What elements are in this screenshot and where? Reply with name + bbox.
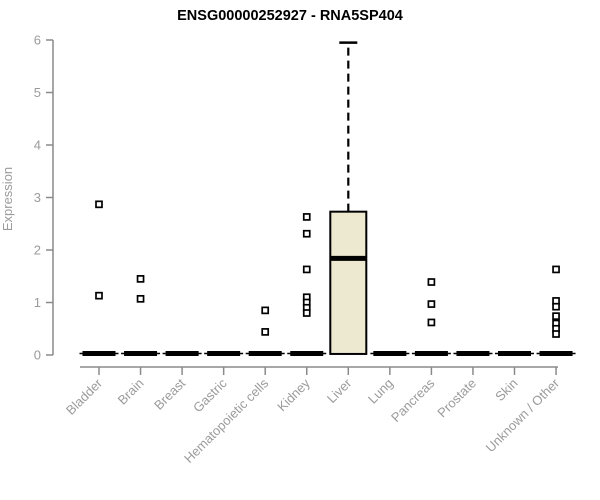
- y-tick-label: 6: [34, 33, 41, 48]
- outlier-point: [302, 265, 311, 274]
- x-tick-label: Gastric: [190, 375, 230, 415]
- x-tick-label: Pancreas: [388, 375, 438, 425]
- outlier-point: [427, 318, 436, 327]
- outlier-point: [302, 213, 311, 221]
- collapsed-box: [373, 351, 407, 356]
- y-axis-title: Expression: [0, 167, 15, 231]
- x-tick-label: Skin: [492, 376, 520, 404]
- collapsed-box: [165, 351, 199, 356]
- chart-title: ENSG00000252927 - RNA5SP404: [177, 8, 403, 24]
- x-tick-label: Brain: [115, 376, 147, 408]
- outlier-point: [552, 312, 560, 320]
- collapsed-box: [456, 351, 490, 356]
- outlier-point: [136, 275, 145, 283]
- outlier-point: [261, 328, 270, 336]
- y-tick-label: 5: [34, 85, 41, 100]
- x-tick-label: Prostate: [434, 376, 479, 421]
- collapsed-box: [248, 351, 282, 356]
- y-tick-label: 3: [34, 190, 41, 205]
- outlier-point: [261, 306, 270, 315]
- collapsed-box: [290, 351, 324, 356]
- outlier-point: [302, 309, 311, 317]
- outlier-point: [302, 229, 311, 238]
- outlier-point: [552, 265, 560, 274]
- collapsed-box: [124, 351, 158, 356]
- x-tick-label: Bladder: [63, 375, 106, 418]
- collapsed-box: [498, 351, 531, 356]
- outlier-point: [552, 330, 560, 338]
- x-tick-label: Lung: [365, 376, 396, 407]
- x-tick-label: Breast: [151, 375, 188, 412]
- x-tick-label: Unknown / Other: [483, 375, 563, 455]
- collapsed-box: [82, 351, 116, 356]
- x-tick-label: Kidney: [274, 375, 313, 414]
- x-tick-label: Liver: [324, 375, 355, 406]
- outlier-point: [427, 300, 436, 308]
- outlier-point: [552, 302, 560, 311]
- outlier-point: [427, 278, 436, 286]
- outlier-point: [136, 294, 145, 303]
- y-tick-label: 4: [34, 138, 41, 153]
- y-tick-label: 1: [34, 295, 41, 310]
- y-tick-label: 2: [34, 243, 41, 258]
- outlier-point: [95, 291, 103, 300]
- collapsed-box: [207, 351, 241, 356]
- box: [329, 210, 368, 355]
- collapsed-box: [414, 351, 448, 356]
- outlier-point: [95, 200, 103, 209]
- y-tick-label: 0: [34, 348, 41, 363]
- collapsed-box: [539, 351, 573, 356]
